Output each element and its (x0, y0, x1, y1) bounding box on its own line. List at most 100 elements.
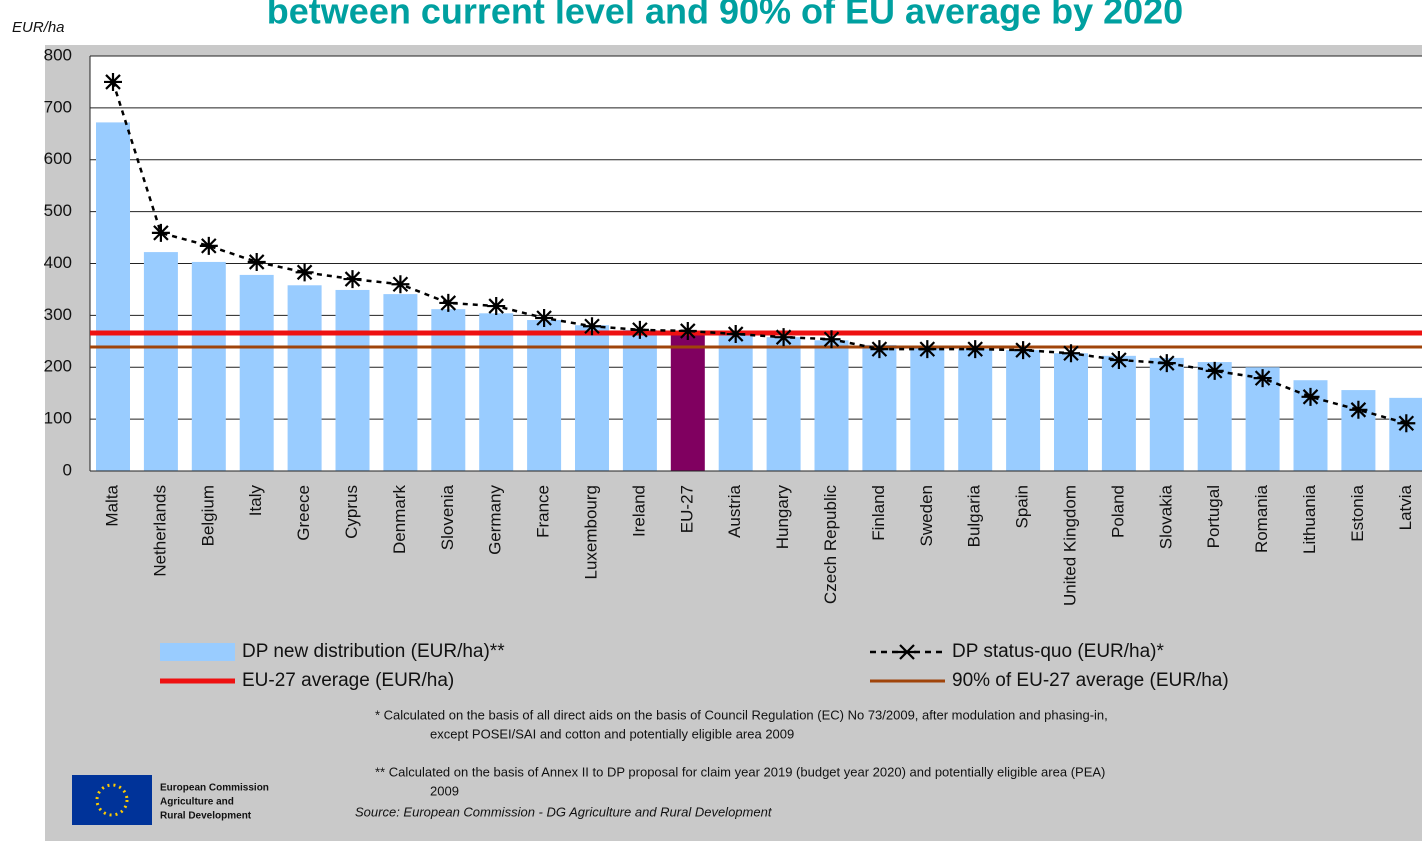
x-tick-label: EU-27 (677, 485, 696, 533)
x-tick-label: Slovakia (1156, 484, 1175, 549)
bar (958, 349, 993, 471)
x-tick-label: Hungary (773, 485, 792, 550)
marker (247, 252, 266, 271)
bar (1054, 353, 1088, 471)
x-tick-label: Estonia (1348, 484, 1367, 541)
bar (383, 294, 418, 471)
x-tick-label: Netherlands (150, 485, 169, 577)
bar (96, 122, 130, 472)
marker (1349, 400, 1368, 419)
footnote: ** Calculated on the basis of Annex II t… (375, 764, 1105, 779)
legend-label: DP status-quo (EUR/ha)* (952, 641, 1165, 662)
footnote: * Calculated on the basis of all direct … (375, 707, 1108, 722)
bar (143, 252, 178, 471)
marker (343, 270, 362, 289)
x-tick-label: Portugal (1204, 485, 1223, 548)
y-tick-label: 400 (44, 253, 72, 272)
marker (822, 330, 841, 349)
line (111, 81, 1407, 425)
marker (535, 308, 554, 327)
x-tick-label: Spain (1013, 485, 1032, 528)
eu-flag-stars (95, 783, 129, 817)
bar (479, 313, 514, 471)
bar (287, 285, 322, 471)
x-tick-label: Austria (725, 484, 744, 537)
marker (1014, 341, 1033, 360)
y-tick-label: 300 (44, 305, 72, 324)
footnote: except POSEI/SAI and cotton and potentia… (430, 726, 794, 741)
x-tick-label: Cyprus (342, 485, 361, 539)
bar (622, 329, 657, 471)
logo-text: European Commission (160, 783, 269, 794)
marker (439, 293, 458, 312)
marker (1109, 350, 1128, 369)
bar (862, 344, 897, 471)
x-tick-label: Romania (1252, 484, 1271, 553)
bar (1197, 362, 1232, 471)
bar (670, 333, 705, 471)
y-axis-label: EUR/ha (12, 19, 65, 36)
y-tick-label: 700 (44, 97, 72, 116)
x-tick-label: Finland (869, 485, 888, 541)
legend-label: 90% of EU-27 average (EUR/ha) (952, 670, 1229, 691)
marker (104, 72, 122, 91)
x-tick-label: Slovenia (438, 484, 457, 550)
source: Source: European Commission - DG Agricul… (355, 804, 773, 819)
legend-label: EU-27 average (EUR/ha) (242, 670, 454, 691)
logo-text: Rural Development (160, 811, 252, 822)
marker (1062, 344, 1080, 363)
marker (726, 325, 745, 344)
y-tick-label: 800 (44, 45, 72, 64)
bar (1006, 350, 1041, 471)
marker (774, 328, 793, 347)
bar (814, 340, 849, 471)
eu-flag (72, 775, 152, 825)
y-tick-label: 600 (44, 149, 72, 168)
marker (1253, 369, 1272, 388)
x-tick-label: Ireland (629, 485, 648, 537)
marker (151, 223, 170, 242)
bar (910, 348, 945, 471)
x-tick-label: Italy (246, 485, 265, 517)
x-tick-label: Lithuania (1300, 484, 1319, 554)
bar (718, 335, 753, 471)
marker (1205, 361, 1224, 380)
marker (1397, 414, 1416, 433)
y-tick-label: 200 (44, 357, 72, 376)
x-tick-label: Latvia (1396, 484, 1415, 530)
x-tick-label: Bulgaria (965, 484, 984, 547)
legend-swatch (160, 643, 235, 661)
y-tick-label: 500 (44, 201, 72, 220)
marker (391, 275, 410, 294)
x-tick-label: Malta (102, 484, 121, 526)
bar (1101, 355, 1136, 471)
x-tick-label: Sweden (917, 485, 936, 546)
x-tick-label: Germany (486, 485, 505, 555)
marker (1157, 354, 1176, 373)
x-tick-label: Poland (1108, 485, 1127, 538)
marker (583, 317, 601, 336)
marker (630, 320, 649, 339)
x-tick-label: Czech Republic (821, 485, 840, 605)
marker (199, 236, 218, 255)
marker (1301, 387, 1320, 406)
chart-title: between current level and 90% of EU aver… (267, 0, 1183, 32)
x-tick-label: Greece (294, 485, 313, 541)
x-tick-label: Luxembourg (581, 485, 600, 580)
legend-marker (898, 644, 916, 660)
legend-label: DP new distribution (EUR/ha)** (242, 641, 505, 662)
bar (766, 337, 801, 471)
bar (1149, 357, 1184, 471)
y-tick-label: 100 (44, 409, 72, 428)
marker (295, 263, 314, 282)
x-tick-label: Belgium (198, 485, 217, 546)
footnote: 2009 (430, 783, 459, 798)
bar (527, 320, 562, 471)
y-tick-label: 0 (63, 460, 72, 479)
bar (575, 325, 609, 471)
marker (487, 297, 506, 316)
marker (966, 340, 985, 359)
marker (918, 340, 937, 359)
